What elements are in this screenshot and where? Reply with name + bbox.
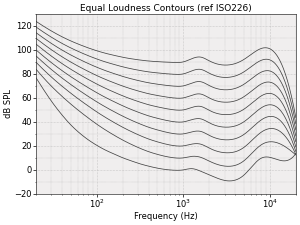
Title: Equal Loudness Contours (ref ISO226): Equal Loudness Contours (ref ISO226) [80,4,252,13]
X-axis label: Frequency (Hz): Frequency (Hz) [134,212,198,221]
Y-axis label: dB SPL: dB SPL [4,90,13,118]
